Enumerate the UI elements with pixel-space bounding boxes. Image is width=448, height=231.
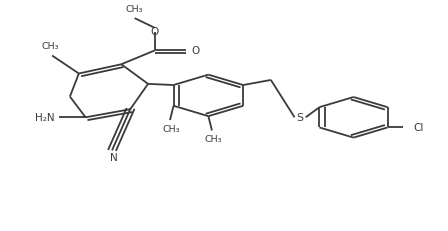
Text: H₂N: H₂N [34, 113, 54, 123]
Text: Cl: Cl [414, 123, 424, 133]
Text: N: N [110, 152, 117, 162]
Text: CH₃: CH₃ [41, 42, 59, 51]
Text: CH₃: CH₃ [205, 135, 223, 144]
Text: CH₃: CH₃ [162, 124, 180, 133]
Text: O: O [151, 27, 159, 37]
Text: O: O [192, 46, 200, 56]
Text: CH₃: CH₃ [126, 5, 143, 14]
Text: S: S [297, 113, 303, 123]
